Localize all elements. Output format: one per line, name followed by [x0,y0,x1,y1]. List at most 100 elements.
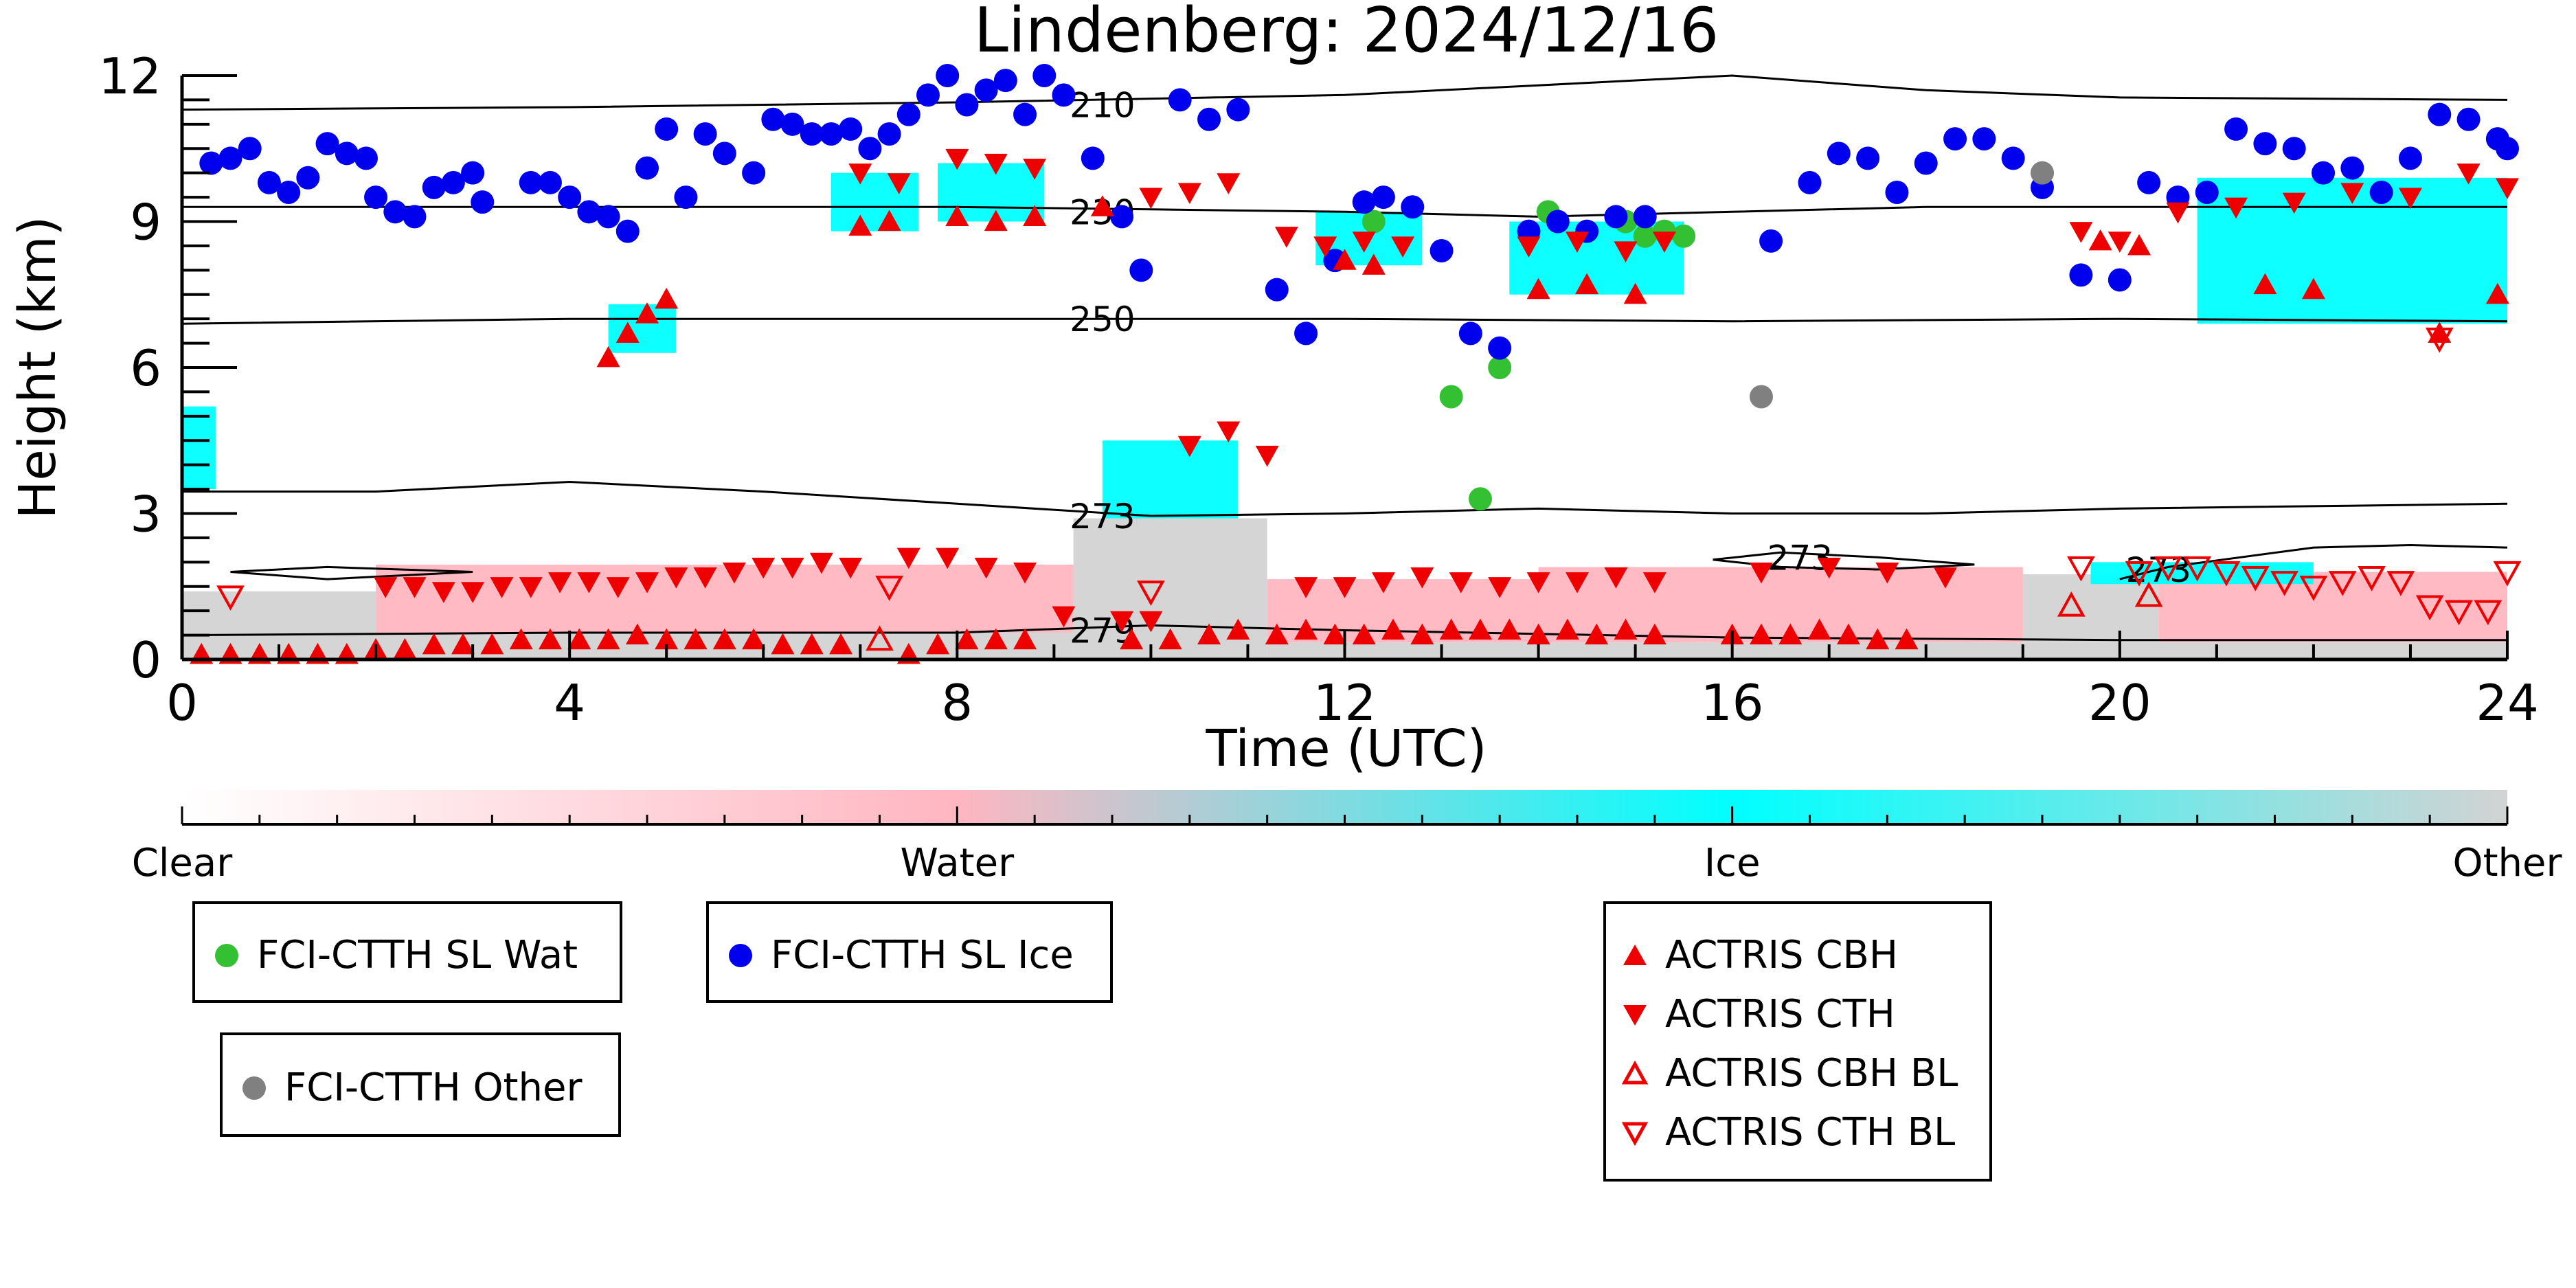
point-actris-cth [1139,188,1163,210]
point-actris-cth [1274,227,1298,248]
blue-dot-icon [727,942,754,969]
point-actris-cbh [1265,623,1289,645]
point-actris-cth [1526,572,1550,594]
point-fci-ctth-sl-ice [1129,258,1153,282]
legend-label: ACTRIS CBH [1665,933,1899,978]
point-actris-cbh [451,633,475,655]
point-fci-ctth-sl-ice [1226,98,1250,122]
point-fci-ctth-sl-ice [2195,181,2219,204]
point-actris-cbh [1526,278,1550,300]
triangle-down-outline-icon [1621,1119,1649,1146]
point-actris-cbh [1090,195,1114,216]
legend-entry-fci-ice: FCI-CTTH SL Ice [727,933,1074,978]
x-tick-label: 20 [2088,674,2151,732]
point-actris-cbh-bl [866,625,894,651]
point-actris-cth [1875,562,1899,584]
point-fci-ctth-sl-ice [1032,64,1057,87]
point-actris-cth [519,577,543,598]
legend-label: FCI-CTTH SL Ice [771,933,1074,978]
point-actris-cbh [742,628,766,650]
point-fci-ctth-sl-ice [2456,107,2481,131]
y-tick-label: 9 [130,194,161,251]
contour-line [230,565,473,580]
point-actris-cbh [800,633,824,655]
colorbar-label: Ice [1704,841,1761,885]
point-actris-cth [1642,572,1667,594]
contour-line [2119,543,2508,580]
contour-label: 273 [2126,550,2191,590]
point-actris-cbh [1352,623,1376,645]
point-actris-cbh [771,633,795,655]
point-actris-cbh [829,633,853,655]
point-fci-ctth-sl-ice [2312,161,2336,185]
chart-title: Lindenberg: 2024/12/16 [974,0,1719,67]
point-actris-cbh [1197,623,1221,645]
region-water [376,564,1074,633]
legend-actris: ACTRIS CBH ACTRIS CTH ACTRIS CBH BL ACTR… [1603,901,1992,1182]
point-actris-cbh [1023,205,1047,227]
point-actris-cth [1352,231,1376,253]
point-fci-ctth-sl-ice [1856,146,1880,170]
x-tick-label: 0 [166,674,198,732]
point-actris-cbh [1294,618,1318,640]
point-fci-ctth-sl-ice [2428,102,2452,126]
point-fci-ctth-sl-ice [1013,102,1037,126]
point-fci-ctth-sl-wat [1362,210,1386,234]
point-actris-cth [1177,436,1201,457]
point-fci-ctth-sl-ice [780,112,804,136]
point-actris-cbh [509,628,533,650]
point-actris-cbh [635,302,659,324]
point-actris-cth-bl [2270,571,2299,596]
point-actris-cth-bl [2493,561,2522,587]
point-fci-ctth-sl-ice [2108,268,2132,292]
point-fci-ctth-sl-ice [615,219,640,243]
colorbar-label: Water [901,841,1015,885]
point-actris-cth [1614,241,1638,262]
point-fci-ctth-sl-ice [1885,181,1909,204]
legend-entry-fci-wat: FCI-CTTH SL Wat [213,933,578,978]
point-actris-cbh-bl [2134,581,2163,607]
point-actris-cth-bl [2328,571,2357,596]
point-actris-cbh [1585,623,1609,645]
point-actris-cbh [1381,618,1405,640]
point-actris-cbh [2088,229,2112,251]
point-fci-ctth-sl-ice [635,156,659,180]
point-actris-cth [2398,188,2422,210]
point-actris-cth [2340,183,2364,204]
point-fci-ctth-sl-ice [296,166,320,190]
point-fci-ctth-sl-ice [538,170,562,194]
point-actris-cth-bl [2415,595,2444,621]
point-actris-cth [809,552,833,574]
point-actris-cbh [1323,623,1347,645]
point-actris-cth [2282,192,2306,214]
point-actris-cth-bl [2299,576,2328,601]
point-fci-ctth-sl-ice [1458,321,1482,346]
x-tick-label: 12 [1313,674,1377,732]
point-fci-ctth-sl-ice [1914,151,1938,175]
point-actris-cth [403,577,427,598]
point-actris-cbh [596,628,620,650]
point-actris-cbh [393,637,417,659]
point-actris-cth [780,557,804,579]
point-fci-ctth-sl-ice [742,161,766,185]
legend-label: ACTRIS CBH BL [1665,1051,1958,1096]
point-actris-cth-bl [1137,580,1165,606]
contour-line [181,317,2508,325]
point-fci-ctth-sl-ice [1759,229,1783,253]
point-fci-ctth-sl-ice [519,170,543,194]
point-fci-ctth-sl-ice [2069,263,2093,287]
point-actris-cth [887,173,911,194]
green-dot-icon [213,942,240,969]
point-fci-ctth-sl-wat [1672,224,1696,248]
point-actris-cth-bl [2183,556,2212,582]
point-fci-ctth-sl-ice [1430,239,1454,262]
point-actris-cth [1817,557,1841,579]
colorbar-label: Other [2452,841,2562,885]
legend-entry-actris-cbh-bl: ACTRIS CBH BL [1621,1051,1958,1096]
point-fci-ctth-sl-wat [1439,385,1463,409]
point-actris-cth-bl [2445,600,2473,626]
point-actris-cbh [1333,249,1357,270]
point-fci-ctth-sl-ice [839,117,863,141]
point-actris-cth-bl [2212,561,2241,587]
point-fci-ctth-sl-wat [1633,224,1657,248]
